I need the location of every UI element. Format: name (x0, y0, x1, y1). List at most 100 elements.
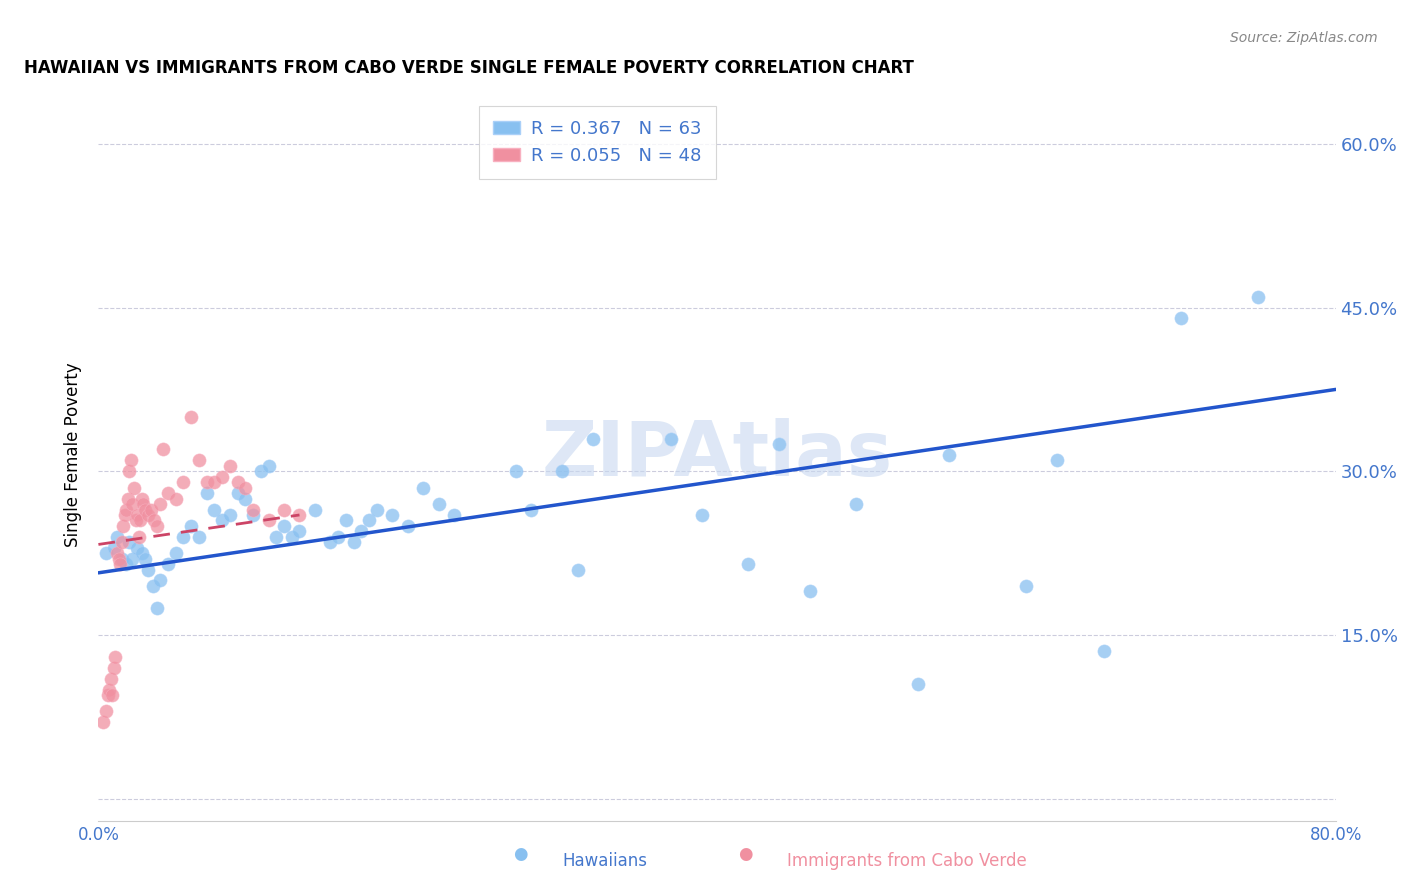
Point (281, 530, 304, 544)
Point (134, 502, 156, 516)
Point (173, 530, 195, 544)
Point (288, 524, 311, 539)
Point (146, 519, 169, 533)
Point (104, 649, 127, 664)
Text: Source: ZipAtlas.com: Source: ZipAtlas.com (1230, 31, 1378, 45)
Point (124, 513, 146, 527)
Point (128, 530, 150, 544)
Point (146, 600, 169, 615)
Point (103, 541, 125, 555)
Point (242, 508, 264, 522)
Point (143, 513, 166, 527)
Text: ●: ● (513, 846, 527, 863)
Point (100, 672, 122, 686)
Point (211, 469, 233, 483)
Point (226, 486, 249, 500)
Point (117, 491, 139, 506)
Point (235, 491, 257, 506)
Point (115, 557, 138, 571)
Point (396, 519, 419, 533)
Point (768, 437, 790, 451)
Point (108, 557, 131, 571)
Point (1046, 453, 1069, 467)
Point (127, 541, 149, 555)
Point (122, 481, 145, 495)
Point (152, 442, 174, 457)
Point (118, 535, 141, 549)
Point (112, 519, 135, 533)
Point (188, 453, 211, 467)
Point (188, 530, 211, 544)
Point (505, 464, 527, 478)
Point (219, 458, 242, 473)
Point (111, 535, 134, 549)
Point (366, 502, 388, 516)
Point (121, 497, 143, 511)
Point (357, 513, 380, 527)
Point (157, 557, 180, 571)
Point (582, 432, 605, 446)
Point (131, 546, 153, 560)
Point (157, 486, 180, 500)
Point (115, 502, 138, 516)
Point (319, 535, 342, 549)
Point (180, 519, 202, 533)
Text: ZIPAtlas: ZIPAtlas (541, 418, 893, 491)
Point (211, 513, 233, 527)
Point (101, 688, 124, 702)
Point (412, 481, 434, 495)
Point (98, 682, 121, 697)
Point (443, 508, 465, 522)
Point (91, 715, 114, 730)
Point (567, 563, 589, 577)
Point (195, 486, 218, 500)
Point (105, 546, 128, 560)
Point (219, 508, 242, 522)
Legend: R = 0.367   N = 63, R = 0.055   N = 48: R = 0.367 N = 63, R = 0.055 N = 48 (478, 105, 716, 179)
Point (103, 661, 125, 675)
Text: Immigrants from Cabo Verde: Immigrants from Cabo Verde (787, 852, 1028, 870)
Point (257, 458, 280, 473)
Y-axis label: Single Female Poverty: Single Female Poverty (65, 363, 83, 547)
Point (799, 584, 821, 599)
Point (165, 491, 187, 506)
Point (250, 464, 273, 478)
Point (1247, 290, 1270, 304)
Point (381, 508, 404, 522)
Point (304, 502, 326, 516)
Point (659, 432, 682, 446)
Point (96, 546, 118, 560)
Point (427, 497, 450, 511)
Point (343, 535, 366, 549)
Point (1170, 311, 1192, 326)
Point (127, 508, 149, 522)
Point (257, 513, 280, 527)
Text: Hawaiians: Hawaiians (562, 852, 647, 870)
Point (142, 579, 165, 593)
Point (134, 551, 156, 566)
Point (235, 481, 257, 495)
Point (114, 508, 136, 522)
Point (120, 453, 142, 467)
Point (165, 546, 187, 560)
Point (136, 508, 159, 522)
Point (204, 502, 226, 516)
Point (350, 524, 373, 539)
Point (273, 519, 295, 533)
Point (845, 497, 868, 511)
Point (195, 475, 218, 490)
Point (118, 464, 141, 478)
Point (938, 448, 960, 462)
Point (136, 563, 159, 577)
Point (1015, 579, 1038, 593)
Point (149, 574, 172, 588)
Point (907, 677, 929, 691)
Point (204, 475, 226, 490)
Point (690, 508, 713, 522)
Point (105, 530, 128, 544)
Point (326, 530, 350, 544)
Text: ●: ● (738, 846, 752, 863)
Point (96, 705, 118, 719)
Text: HAWAIIAN VS IMMIGRANTS FROM CABO VERDE SINGLE FEMALE POVERTY CORRELATION CHART: HAWAIIAN VS IMMIGRANTS FROM CABO VERDE S… (24, 59, 914, 77)
Point (129, 513, 152, 527)
